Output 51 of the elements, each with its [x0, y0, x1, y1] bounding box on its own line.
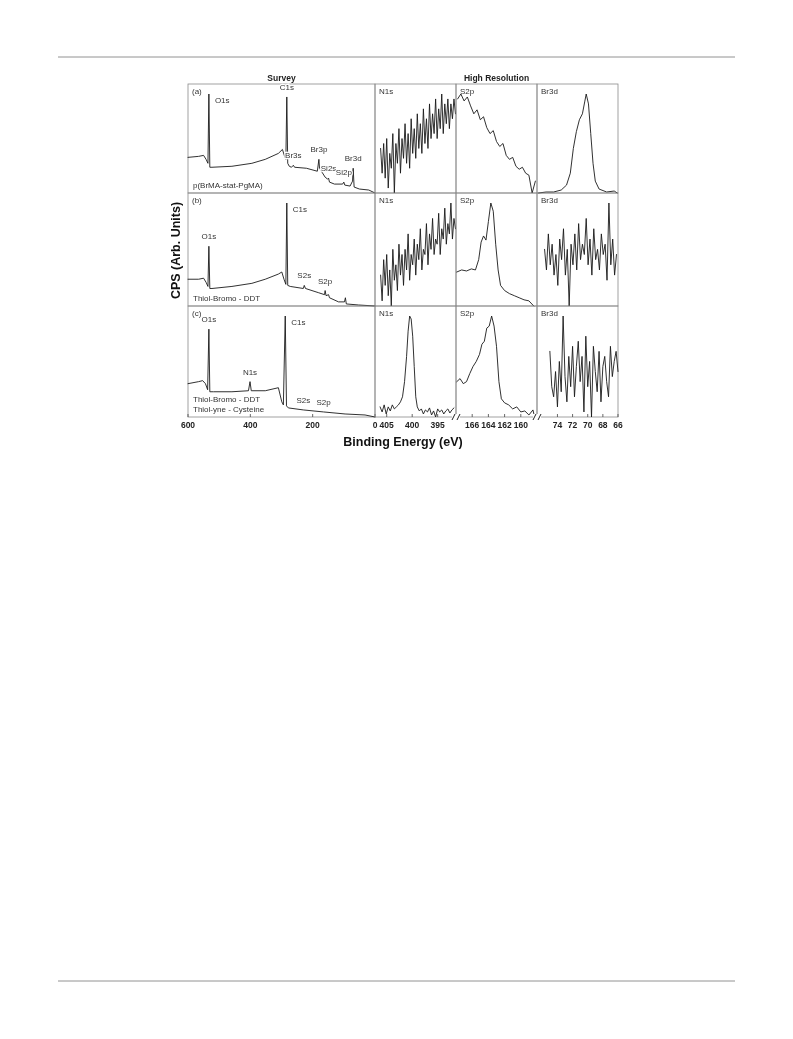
- annotation: (b): [192, 196, 203, 205]
- annotation: S2s: [297, 271, 312, 281]
- x-tick-label: 72: [567, 420, 578, 430]
- chart-title: High Resolution: [463, 73, 530, 83]
- annotation: Br3p: [310, 145, 328, 155]
- annotation: O1s: [214, 96, 230, 105]
- annotation: S2s: [296, 395, 311, 405]
- annotation: N1s: [379, 309, 394, 318]
- annotation: Br3d: [541, 309, 558, 318]
- annotation: C1s: [292, 205, 308, 214]
- annotation: S2p: [316, 397, 332, 407]
- x-tick-label: 166: [465, 420, 480, 430]
- annotation: C1s: [291, 318, 306, 327]
- annotation: Si2s: [320, 164, 337, 174]
- x-tick-label: 70: [582, 420, 593, 430]
- annotation: N1s: [242, 367, 258, 377]
- annotation: Thiol-Bromo - DDT: [193, 294, 261, 303]
- x-tick-label: 200: [305, 420, 321, 430]
- annotation: (c): [192, 309, 202, 318]
- y-axis-title: CPS (Arb. Units): [169, 201, 183, 300]
- x-tick-label: 400: [405, 420, 420, 430]
- annotation: S2p: [460, 196, 475, 205]
- annotation: Thiol-Bromo - DDT: [193, 395, 261, 404]
- x-tick-label: 66: [613, 420, 623, 430]
- annotation: S2p: [460, 309, 475, 318]
- annotation: S2p: [318, 276, 333, 286]
- annotation: Br3d: [344, 154, 362, 164]
- x-tick-label: 68: [598, 420, 608, 430]
- x-tick-label: 74: [552, 420, 563, 430]
- x-tick-label: 600: [180, 420, 196, 430]
- annotation: Br3d: [541, 196, 558, 205]
- annotation: Si2p: [335, 168, 353, 178]
- annotation: Br3d: [541, 87, 558, 96]
- annotation: N1s: [379, 196, 394, 205]
- x-tick-label: 0: [372, 420, 378, 430]
- annotation: O1s: [201, 232, 217, 242]
- chart-title: Survey: [267, 73, 296, 83]
- x-axis-title: Binding Energy (eV): [343, 435, 463, 449]
- annotation: N1s: [379, 87, 394, 96]
- annotation: (a): [192, 87, 203, 96]
- x-tick-label: 405: [379, 420, 395, 430]
- x-tick-label: 164: [481, 420, 496, 430]
- annotation: p(BrMA-stat-PgMA): [193, 181, 264, 190]
- x-tick-label: 400: [243, 420, 258, 430]
- annotation: O1s: [201, 315, 217, 325]
- annotation: C1s: [279, 82, 294, 92]
- x-tick-label: 162: [497, 420, 512, 430]
- x-tick-label: 160: [513, 420, 529, 430]
- x-tick-label: 395: [430, 420, 446, 430]
- annotation: S2p: [460, 87, 475, 96]
- annotation: Thiol-yne - Cysteine: [193, 405, 265, 414]
